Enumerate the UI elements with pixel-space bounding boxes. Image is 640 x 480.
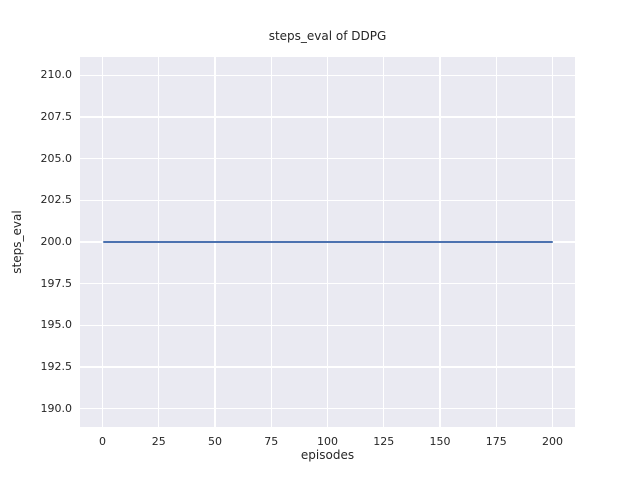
- y-tick-label: 197.5: [40, 276, 73, 290]
- x-tick-label: 200: [542, 435, 563, 448]
- y-tick-label: 190.0: [40, 401, 73, 415]
- gridline-horizontal: [80, 324, 575, 327]
- chart-title: steps_eval of DDPG: [268, 29, 387, 43]
- x-axis-label: episodes: [300, 448, 355, 462]
- x-tick-label: 50: [208, 435, 222, 448]
- gridline-horizontal: [80, 116, 575, 118]
- y-tick-label: 192.5: [40, 360, 73, 373]
- y-tick-label: 210.0: [40, 68, 73, 82]
- x-tick-label: 150: [429, 435, 451, 448]
- y-tick-label: 207.5: [40, 110, 73, 123]
- gridline-horizontal: [80, 407, 575, 410]
- series-line-ddpg: [102, 240, 553, 244]
- y-tick-label: 200.0: [40, 235, 73, 248]
- y-tick-label: 205.0: [40, 151, 73, 165]
- y-tick-label: 195.0: [40, 318, 73, 332]
- plot-area: [80, 57, 575, 427]
- x-tick-label: 0: [99, 435, 106, 448]
- gridline-horizontal: [80, 74, 575, 77]
- x-tick-label: 25: [151, 435, 166, 448]
- gridline-horizontal: [80, 282, 575, 285]
- gridline-horizontal: [80, 366, 575, 368]
- gridline-horizontal: [80, 199, 575, 202]
- x-tick-label: 100: [317, 435, 338, 448]
- gridline-horizontal: [80, 157, 575, 160]
- x-tick-label: 125: [373, 435, 395, 448]
- y-tick-label: 202.5: [40, 193, 73, 207]
- x-tick-label: 175: [485, 435, 507, 448]
- x-tick-label: 75: [264, 435, 279, 448]
